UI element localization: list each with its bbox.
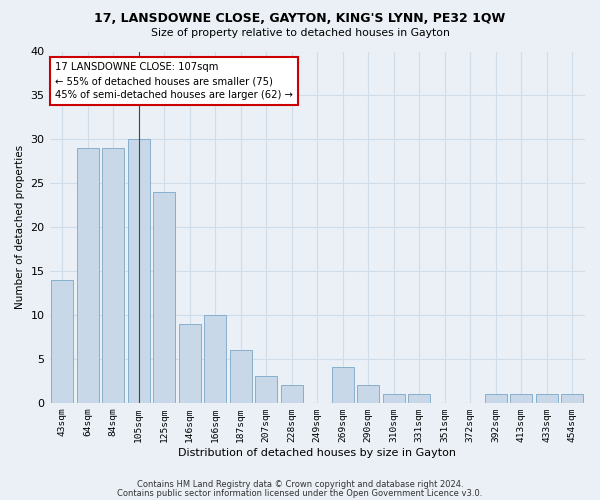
- Bar: [256, 376, 277, 402]
- Bar: [281, 385, 302, 402]
- Text: Contains public sector information licensed under the Open Government Licence v3: Contains public sector information licen…: [118, 489, 482, 498]
- Y-axis label: Number of detached properties: Number of detached properties: [15, 145, 25, 309]
- Text: Size of property relative to detached houses in Gayton: Size of property relative to detached ho…: [151, 28, 449, 38]
- Bar: [77, 148, 98, 403]
- Bar: [358, 385, 379, 402]
- Bar: [103, 148, 124, 403]
- Bar: [536, 394, 557, 402]
- Bar: [52, 280, 73, 402]
- Bar: [128, 140, 149, 402]
- X-axis label: Distribution of detached houses by size in Gayton: Distribution of detached houses by size …: [178, 448, 456, 458]
- Bar: [179, 324, 200, 402]
- Text: Contains HM Land Registry data © Crown copyright and database right 2024.: Contains HM Land Registry data © Crown c…: [137, 480, 463, 489]
- Bar: [511, 394, 532, 402]
- Bar: [332, 368, 353, 402]
- Text: 17, LANSDOWNE CLOSE, GAYTON, KING'S LYNN, PE32 1QW: 17, LANSDOWNE CLOSE, GAYTON, KING'S LYNN…: [94, 12, 506, 26]
- Bar: [205, 315, 226, 402]
- Bar: [562, 394, 583, 402]
- Bar: [230, 350, 251, 403]
- Bar: [409, 394, 430, 402]
- Text: 17 LANSDOWNE CLOSE: 107sqm
← 55% of detached houses are smaller (75)
45% of semi: 17 LANSDOWNE CLOSE: 107sqm ← 55% of deta…: [55, 62, 293, 100]
- Bar: [383, 394, 404, 402]
- Bar: [154, 192, 175, 402]
- Bar: [485, 394, 506, 402]
